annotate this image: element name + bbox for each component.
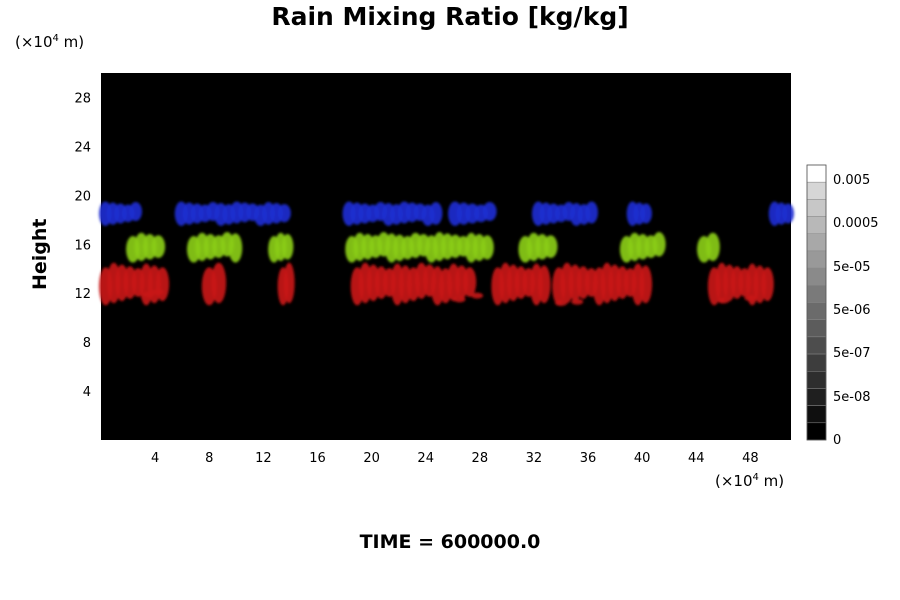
field-cell: [761, 267, 774, 302]
colorbar-cell: [806, 388, 827, 406]
colorbar-cell: [806, 371, 827, 389]
x-axis-unit: (×104 m): [715, 472, 784, 490]
y-tick-label: 16: [74, 238, 91, 253]
colorbar-cell: [806, 353, 827, 372]
field-cell: [585, 201, 598, 224]
field-cell: [640, 203, 652, 224]
y-tick-label: 4: [83, 385, 91, 400]
field-cell: [155, 267, 170, 302]
colorbar-cell: [806, 267, 827, 286]
colorbar-cell: [806, 216, 827, 234]
colorbar-cell: [806, 405, 827, 424]
field-cell: [453, 296, 466, 303]
field-cell: [652, 232, 666, 257]
colorbar-label: 5e-05: [833, 260, 871, 275]
field-cell: [142, 291, 155, 298]
colorbar-frame: [806, 164, 827, 441]
colorbar-cell: [806, 336, 827, 355]
field-cell: [555, 299, 567, 306]
colorbar-cell: [806, 181, 827, 200]
x-tick-label: 28: [472, 451, 489, 466]
colorbar-label: 5e-08: [833, 390, 871, 405]
field-cell: [705, 232, 720, 262]
chart-title: Rain Mixing Ratio [kg/kg]: [271, 2, 629, 31]
colorbar-cell: [806, 233, 827, 252]
y-tick-label: 20: [74, 189, 91, 204]
field-cell: [129, 201, 143, 222]
y-unit-exp: 4: [52, 33, 59, 44]
x-tick-label: 36: [580, 451, 597, 466]
x-tick-label: 12: [255, 451, 272, 466]
x-unit-suffix: m): [758, 472, 785, 490]
colorbar-cell: [806, 422, 827, 441]
colorbar-label: 0: [833, 433, 841, 448]
x-tick-label: 48: [742, 451, 759, 466]
x-tick-label: 24: [417, 451, 434, 466]
field-cell: [429, 201, 443, 225]
field-cell: [782, 203, 795, 224]
colorbar-cell: [806, 250, 827, 269]
colorbar-cell: [806, 164, 827, 183]
y-axis-unit: (×104 m): [15, 33, 84, 51]
field-cell: [571, 298, 584, 305]
colorbar-cell: [806, 302, 827, 320]
x-tick-label: 16: [309, 451, 326, 466]
field-cell: [717, 297, 730, 304]
field-cell: [480, 235, 494, 260]
field-cell: [471, 292, 484, 299]
field-cell: [228, 233, 243, 263]
x-tick-label: 32: [526, 451, 543, 466]
colorbar-cell: [806, 199, 827, 217]
field-cell: [277, 204, 291, 223]
y-tick-label: 28: [74, 91, 91, 106]
field-cell: [211, 262, 227, 304]
field-cell: [482, 201, 497, 222]
field-cell: [537, 265, 551, 304]
colorbar-label: 0.005: [833, 173, 870, 188]
colorbar-label: 5e-07: [833, 346, 871, 361]
field-cell: [463, 267, 477, 297]
time-label: TIME = 600000.0: [359, 531, 541, 553]
x-tick-label: 40: [634, 451, 651, 466]
x-tick-label: 4: [151, 451, 159, 466]
x-tick-label: 8: [205, 451, 213, 466]
field-cell: [281, 233, 294, 260]
x-unit-prefix: (×10: [715, 472, 753, 490]
colorbar-label: 5e-06: [833, 303, 871, 318]
y-tick-label: 8: [83, 336, 91, 351]
x-tick-label: 44: [688, 451, 705, 466]
field-cell: [639, 265, 653, 304]
field-cell: [744, 295, 757, 302]
x-unit-exp: 4: [752, 472, 759, 483]
colorbar-cell: [806, 319, 827, 338]
colorbar-cell: [806, 285, 827, 303]
x-tick-label: 20: [363, 451, 380, 466]
y-tick-label: 12: [74, 287, 91, 302]
field-cell: [283, 262, 295, 304]
field-cell: [151, 235, 166, 259]
y-unit-suffix: m): [58, 33, 85, 51]
field-cell: [151, 288, 164, 295]
colorbar-label: 0.0005: [833, 216, 879, 231]
y-unit-prefix: (×10: [15, 33, 53, 51]
field-cell: [543, 235, 558, 259]
y-tick-label: 24: [74, 140, 91, 155]
